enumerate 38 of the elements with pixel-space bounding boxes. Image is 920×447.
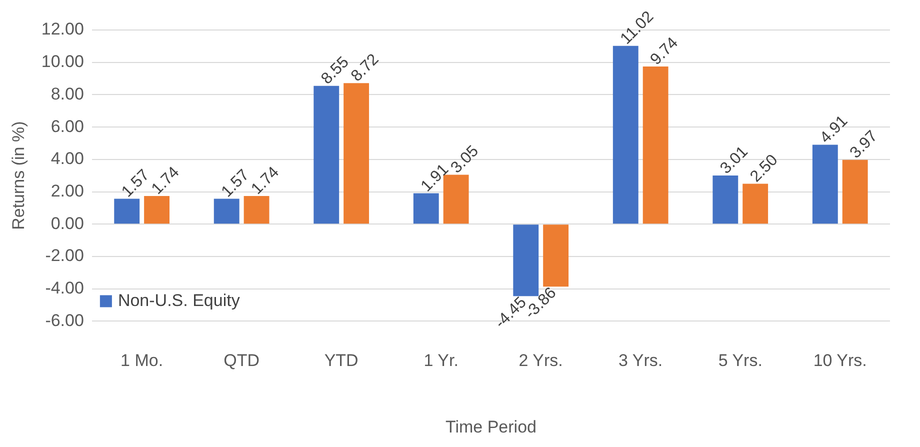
data-label: 4.91	[817, 112, 852, 147]
bar	[314, 86, 340, 224]
y-tick-label: -6.00	[45, 310, 84, 330]
bar	[344, 83, 370, 224]
y-tick-label: -4.00	[45, 278, 84, 298]
x-tick-label: 1 Mo.	[120, 351, 164, 370]
bar	[612, 46, 638, 224]
x-tick-label: YTD	[324, 351, 358, 370]
y-tick-label: 4.00	[50, 149, 84, 168]
x-tick-label: 3 Yrs.	[618, 351, 663, 370]
bar	[712, 175, 738, 224]
x-tick-label: 1 Yr.	[424, 351, 458, 370]
y-tick-label: 0.00	[50, 214, 84, 233]
y-tick-label: 2.00	[50, 181, 84, 200]
bar	[742, 184, 768, 224]
bar	[244, 196, 270, 224]
y-tick-label: 8.00	[50, 84, 84, 104]
y-axis-title: Returns (in %)	[8, 121, 28, 230]
x-tick-label: QTD	[224, 351, 260, 370]
data-label: 1.91	[418, 161, 452, 196]
x-tick-label: 10 Yrs.	[813, 351, 867, 370]
bar	[214, 198, 240, 224]
y-tick-label: 6.00	[50, 116, 84, 136]
data-label: 8.72	[348, 50, 382, 86]
bar	[812, 144, 838, 224]
x-axis-title: Time Period	[445, 417, 536, 436]
bar	[642, 66, 668, 224]
bar	[144, 196, 170, 224]
y-tick-label: 10.00	[41, 52, 84, 72]
bar	[842, 160, 868, 224]
y-tick-label: 12.00	[41, 20, 84, 39]
bar	[114, 198, 140, 224]
bar	[413, 193, 439, 224]
x-tick-label: 2 Yrs.	[518, 351, 563, 370]
y-tick-label: -2.00	[45, 246, 84, 266]
legend-label: Non-U.S. Equity	[118, 290, 240, 310]
bar	[543, 224, 569, 287]
x-tick-label: 5 Yrs.	[718, 351, 762, 370]
